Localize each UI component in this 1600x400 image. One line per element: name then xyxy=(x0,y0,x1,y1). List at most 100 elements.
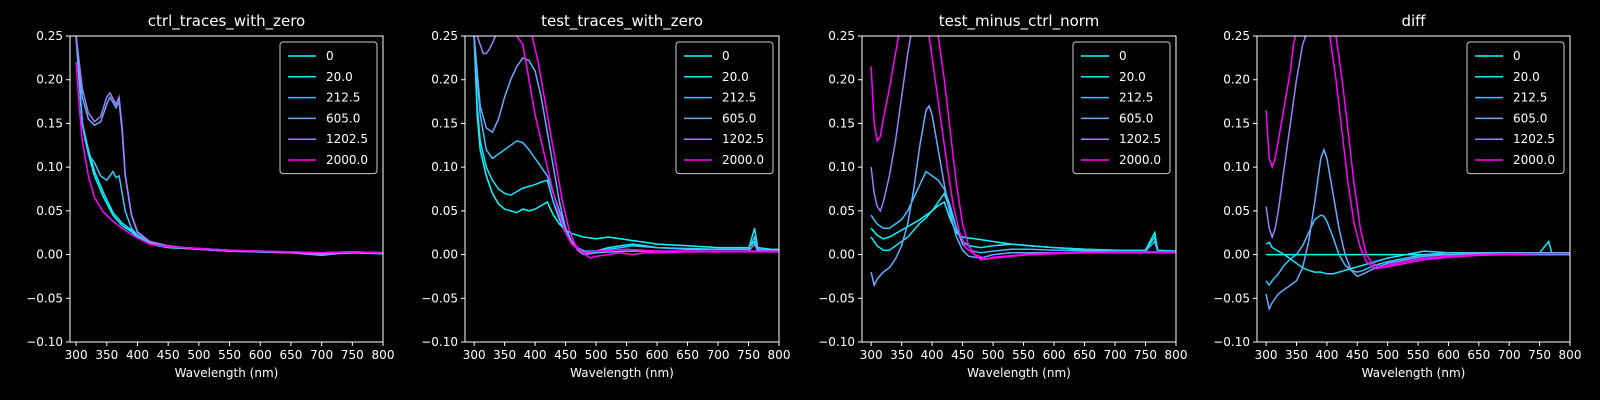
x-tick-label: 450 xyxy=(951,348,974,362)
x-tick-label: 400 xyxy=(524,348,547,362)
legend-label: 605.0 xyxy=(722,111,756,125)
y-tick-label: 0.25 xyxy=(828,29,855,43)
y-tick-label: 0.00 xyxy=(36,248,63,262)
y-tick-label: 0.20 xyxy=(431,73,458,87)
y-tick-label: 0.10 xyxy=(1223,160,1250,174)
legend-label: 0 xyxy=(722,49,730,63)
legend-label: 1202.5 xyxy=(1513,132,1555,146)
y-tick-label: 0.00 xyxy=(828,248,855,262)
series-line-1202-5 xyxy=(476,36,497,55)
legend: 0 20.0 212.5 605.0 1202.5 2000.0 xyxy=(675,41,774,175)
legend-box xyxy=(279,41,378,175)
x-tick-label: 550 xyxy=(615,348,638,362)
series-line-0 xyxy=(473,36,779,251)
legend-label: 605.0 xyxy=(1513,111,1547,125)
legend-label: 212.5 xyxy=(1513,91,1547,105)
legend: 0 20.0 212.5 605.0 1202.5 2000.0 xyxy=(1466,41,1565,175)
x-tick-label: 500 xyxy=(585,348,608,362)
x-tick-label: 600 xyxy=(249,348,272,362)
axes-frame xyxy=(1256,35,1571,343)
x-tick-label: 700 xyxy=(1104,348,1127,362)
x-tick-label: 400 xyxy=(126,348,149,362)
y-tick-label: 0.10 xyxy=(828,160,855,174)
series-group xyxy=(473,36,779,259)
x-tick-label: 350 xyxy=(890,348,913,362)
y-tick-label: 0.05 xyxy=(828,204,855,218)
legend-label: 20.0 xyxy=(1513,70,1540,84)
x-tick-label: 400 xyxy=(1315,348,1338,362)
y-tick-label: 0.05 xyxy=(1223,204,1250,218)
x-tick-label: 400 xyxy=(921,348,944,362)
x-tick-label: 800 xyxy=(1559,348,1582,362)
series-line-2000-0 xyxy=(531,36,779,259)
legend-label: 212.5 xyxy=(326,91,360,105)
legend-box xyxy=(675,41,774,175)
series-line-1202-5 xyxy=(1265,36,1307,240)
legend-label: 2000.0 xyxy=(1513,153,1555,167)
chart-panel-4: diff 300 350 400 450 500 550 600 650 700 750 800 −0.… xyxy=(1213,12,1581,380)
x-tick-label: 650 xyxy=(1467,348,1490,362)
y-tick-label: 0.20 xyxy=(1223,73,1250,87)
chart-title: test_traces_with_zero xyxy=(541,12,703,31)
series-line-2000-0-upper xyxy=(516,36,779,254)
x-tick-label: 550 xyxy=(1012,348,1035,362)
series-line-2000-0 xyxy=(75,62,383,254)
series-line-2000-0 xyxy=(870,36,900,143)
y-tick-label: 0.05 xyxy=(431,204,458,218)
x-tick-label: 800 xyxy=(1165,348,1188,362)
y-tick-label: 0.15 xyxy=(36,116,63,130)
series-line-1202-5 xyxy=(75,36,383,257)
x-tick-label: 650 xyxy=(676,348,699,362)
y-tick-label: −0.10 xyxy=(26,335,63,349)
y-tick-label: 0.00 xyxy=(1223,248,1250,262)
y-tick-label: 0.20 xyxy=(36,73,63,87)
y-tick-label: 0.15 xyxy=(828,116,855,130)
x-tick-label: 650 xyxy=(279,348,302,362)
y-tick-label: −0.05 xyxy=(818,291,855,305)
series-line-2000-0 xyxy=(1265,36,1297,170)
series-line-212-5 xyxy=(473,36,779,252)
x-tick-label: 750 xyxy=(1528,348,1551,362)
series-line-1202-5 xyxy=(870,36,912,213)
legend-label: 212.5 xyxy=(1119,91,1153,105)
y-tick-label: 0.20 xyxy=(828,73,855,87)
x-axis-label: Wavelength (nm) xyxy=(967,366,1071,380)
series-group xyxy=(75,36,383,257)
axes-frame xyxy=(69,35,384,343)
y-tick-label: −0.10 xyxy=(818,335,855,349)
legend-label: 2000.0 xyxy=(1119,153,1161,167)
chart-title: diff xyxy=(1401,12,1426,30)
x-tick-label: 550 xyxy=(218,348,241,362)
legend-label: 20.0 xyxy=(326,70,353,84)
x-tick-label: 500 xyxy=(982,348,1005,362)
x-tick-label: 750 xyxy=(341,348,364,362)
legend-label: 0 xyxy=(1513,49,1521,63)
x-tick-label: 500 xyxy=(1376,348,1399,362)
x-tick-label: 350 xyxy=(1285,348,1308,362)
x-axis-label: Wavelength (nm) xyxy=(1362,366,1466,380)
chart-title: test_minus_ctrl_norm xyxy=(939,12,1100,31)
x-tick-label: 700 xyxy=(707,348,730,362)
x-tick-label: 300 xyxy=(860,348,883,362)
chart-panel-1: ctrl_traces_with_zero 300 350 400 450 500 550 6… xyxy=(26,12,394,380)
legend-label: 1202.5 xyxy=(1119,132,1161,146)
series-line-2000-0-tail2 xyxy=(928,36,1176,260)
x-tick-label: 450 xyxy=(157,348,180,362)
x-tick-label: 650 xyxy=(1073,348,1096,362)
y-tick-label: 0.25 xyxy=(431,29,458,43)
x-tick-label: 800 xyxy=(768,348,791,362)
x-tick-label: 300 xyxy=(65,348,88,362)
chart-panel-3: test_minus_ctrl_norm 300 350 400 450 500 550 60… xyxy=(818,12,1187,380)
y-tick-label: −0.10 xyxy=(421,335,458,349)
legend: 0 20.0 212.5 605.0 1202.5 2000.0 xyxy=(1072,41,1171,175)
y-tick-label: 0.05 xyxy=(36,204,63,218)
x-tick-label: 750 xyxy=(1134,348,1157,362)
y-tick-label: 0.15 xyxy=(1223,116,1250,130)
axes-frame xyxy=(464,35,780,343)
legend-label: 1202.5 xyxy=(326,132,368,146)
legend-box xyxy=(1072,41,1171,175)
x-axis-label: Wavelength (nm) xyxy=(570,366,674,380)
series-line-2000-0-tail xyxy=(1335,36,1570,269)
legend-label: 2000.0 xyxy=(326,153,368,167)
